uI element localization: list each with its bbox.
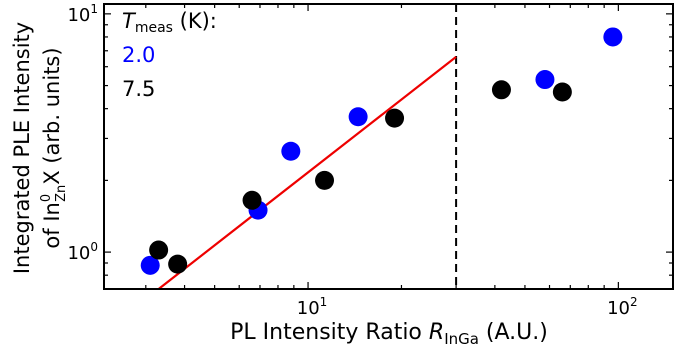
data-point-7.5-3 xyxy=(315,170,335,190)
data-point-7.5-4 xyxy=(385,108,405,128)
data-point-2.0-0 xyxy=(140,255,160,275)
data-point-7.5-6 xyxy=(552,82,572,102)
plot-frame xyxy=(103,3,674,290)
legend-title: Tmeas (K): xyxy=(122,9,217,36)
y-tick-label-0: 100 xyxy=(67,240,98,264)
y-tick-label-1: 101 xyxy=(67,2,98,26)
data-point-2.0-5 xyxy=(603,27,623,47)
fit-line xyxy=(157,55,457,289)
data-point-7.5-0 xyxy=(149,240,169,260)
data-point-7.5-1 xyxy=(168,254,188,274)
data-point-7.5-2 xyxy=(242,190,262,210)
data-point-7.5-5 xyxy=(491,80,511,100)
data-point-2.0-4 xyxy=(535,70,555,90)
legend-entry-1: 7.5 xyxy=(122,77,155,101)
data-point-2.0-3 xyxy=(348,107,368,127)
x-tick-label-0: 101 xyxy=(297,295,328,319)
legend: Tmeas (K): 2.0 7.5 xyxy=(122,9,217,101)
x-axis-label: PL Intensity Ratio RInGa (A.U.) xyxy=(230,320,548,348)
x-tick-label-1: 102 xyxy=(607,295,638,319)
legend-entry-0: 2.0 xyxy=(122,43,155,67)
y-axis-label-line2: of In0ZnX (arb. units) xyxy=(39,47,69,248)
data-point-2.0-2 xyxy=(281,141,301,161)
y-axis-label-line1: Integrated PLE Intensity xyxy=(10,22,34,274)
